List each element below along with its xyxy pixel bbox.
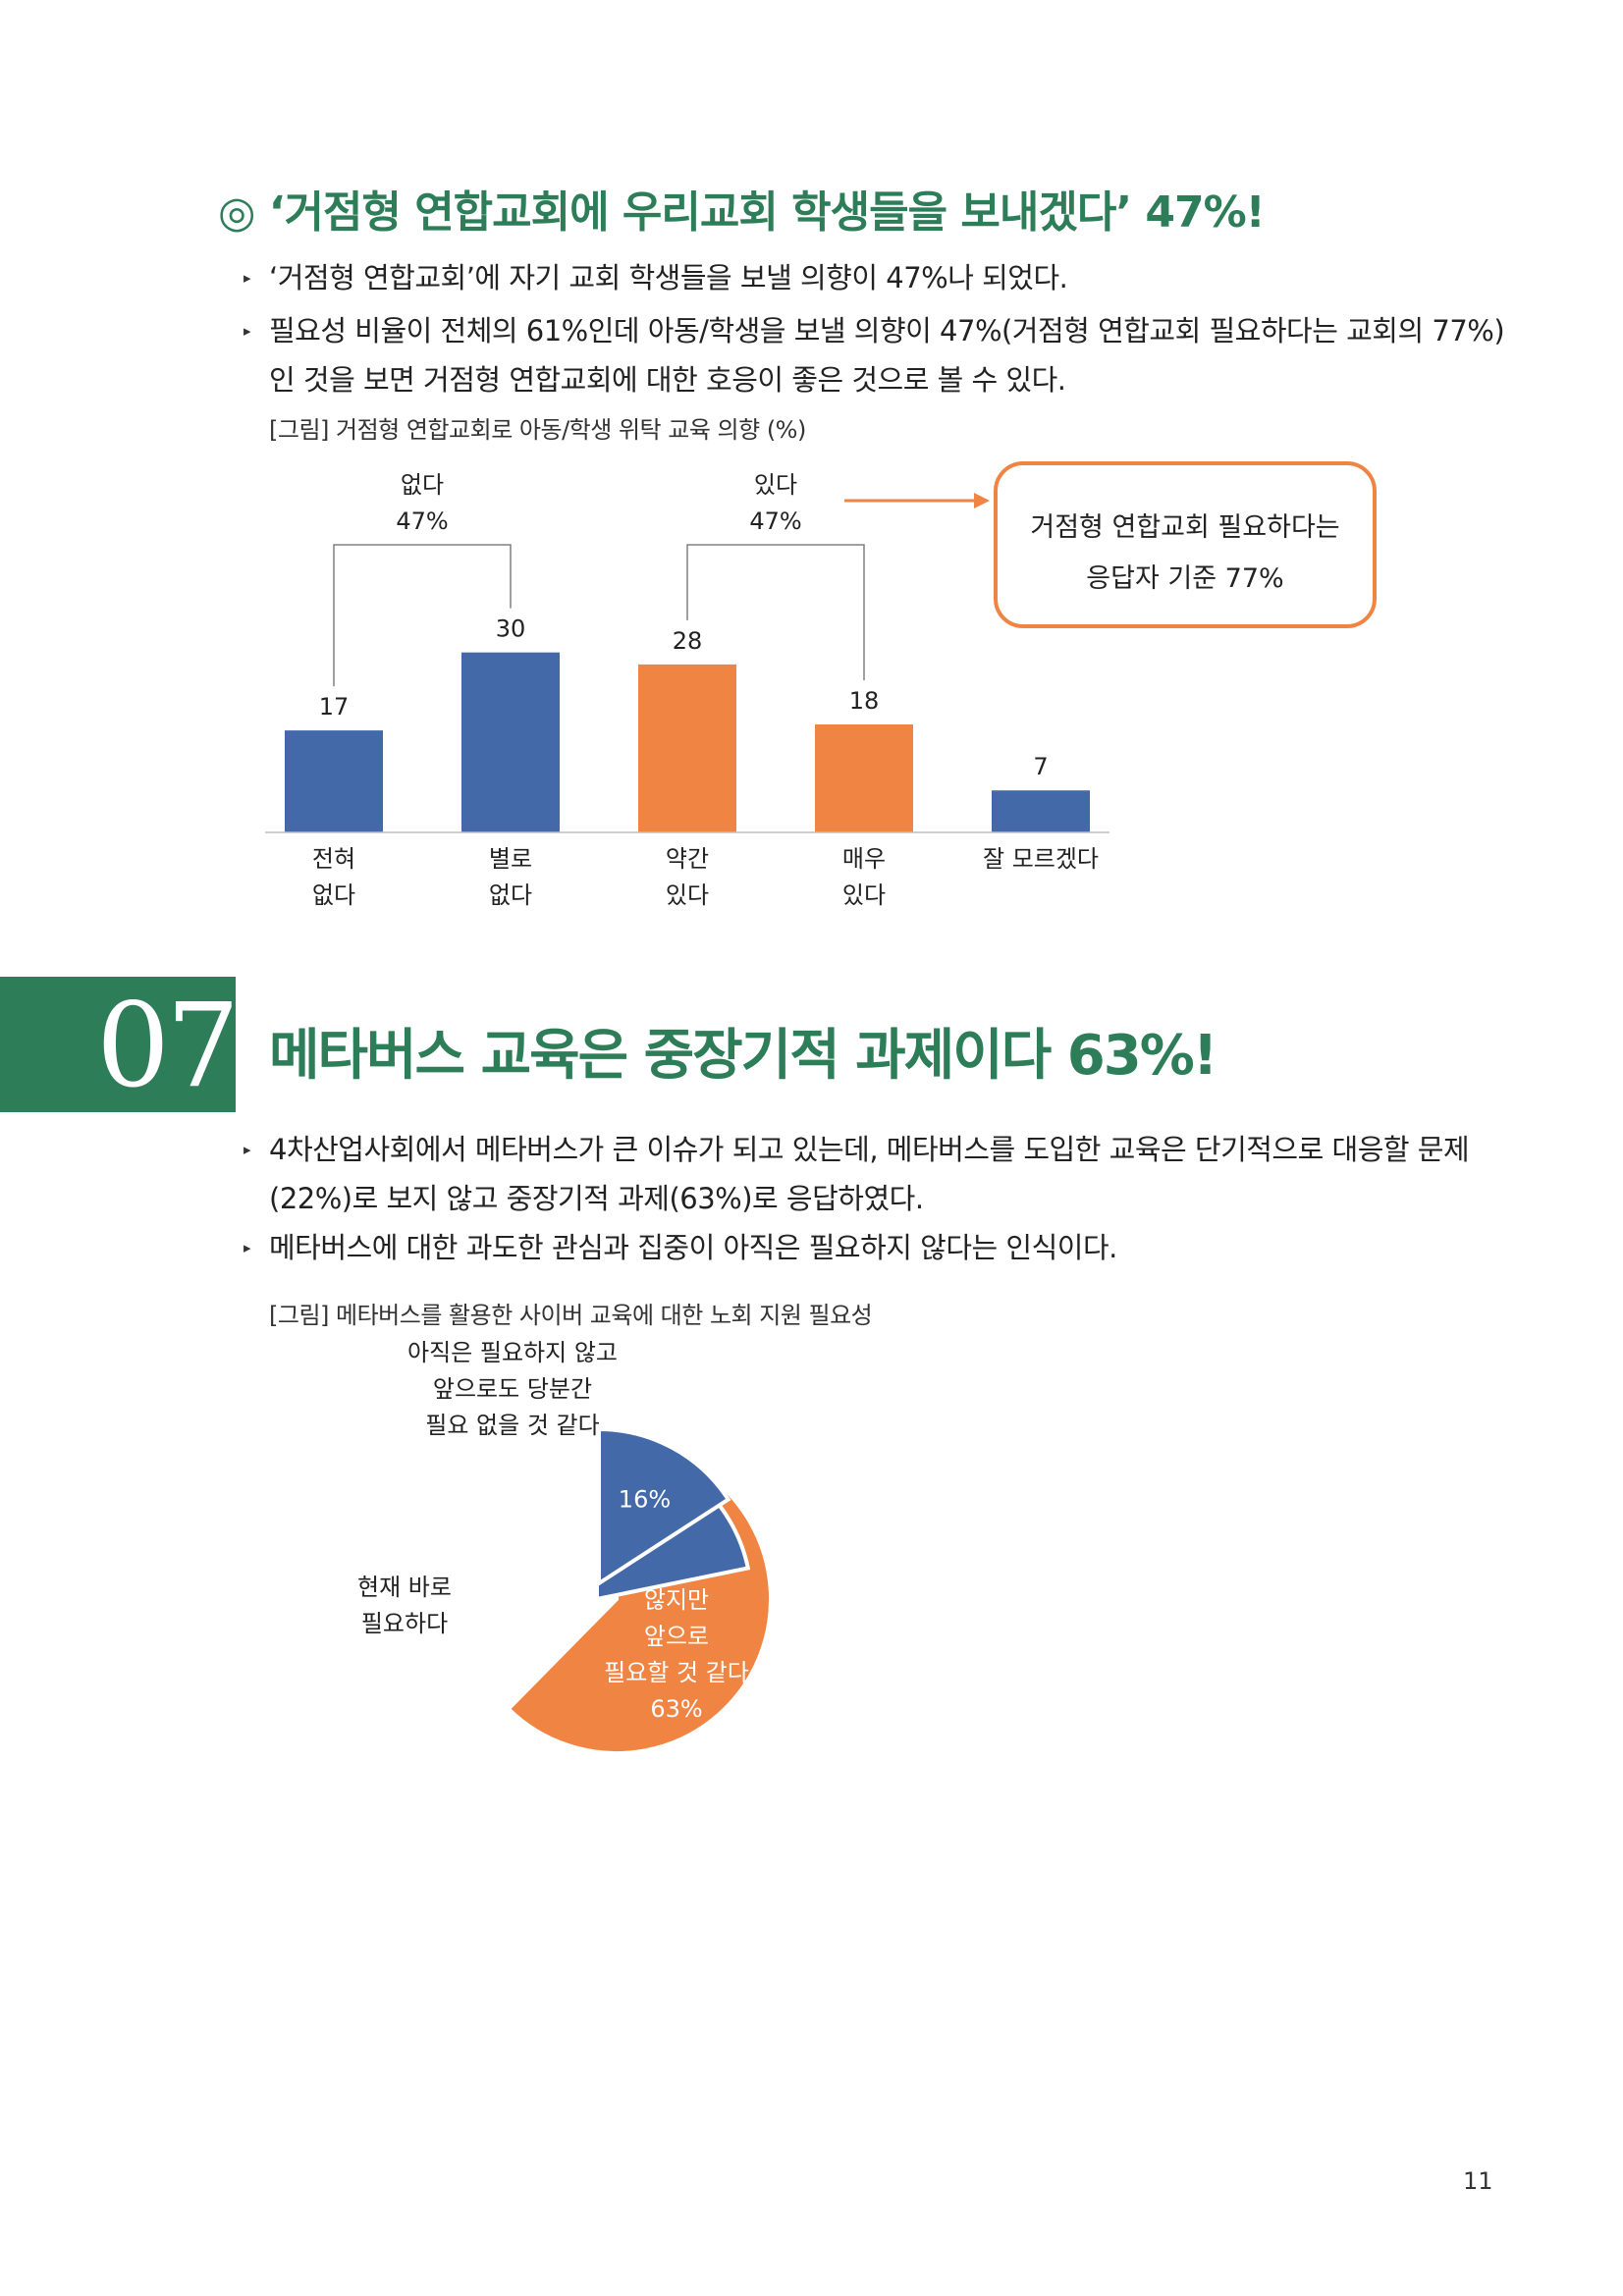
pie-outside-label-1-1: 필요하다: [361, 1610, 448, 1637]
pie-outside-label-2-0: 아직은 필요하지 않고: [407, 1339, 618, 1366]
pie-outside-label-2-2: 필요 없을 것 같다: [425, 1412, 599, 1439]
bullet-1-text: ‘거점형 연합교회’에 자기 교회 학생들을 보낼 의향이 47%나 되었다.: [269, 261, 1068, 294]
bar-value-label-1: 30: [496, 615, 526, 643]
bar-1: [461, 652, 560, 832]
bullet-2-text: 필요성 비율이 전체의 61%인데 아동/학생을 보낼 의향이 47%(거점형 …: [269, 314, 1505, 347]
category-label-3-0: 매우: [842, 845, 886, 873]
category-label-4-0: 잘 모르겠다: [983, 845, 1099, 873]
section1-heading: ◎ ‘거점형 연합교회에 우리교회 학생들을 보내겠다’ 47%!: [218, 177, 1266, 240]
bar-0: [285, 730, 383, 832]
triangle-bullet-icon: ▸: [243, 322, 251, 340]
bracket-0: [333, 544, 512, 687]
figure-caption-2: [그림] 메타버스를 활용한 사이버 교육에 대한 노회 지원 필요성: [269, 1302, 873, 1329]
bullet-4-text: 메타버스에 대한 과도한 관심과 집중이 아직은 필요하지 않다는 인식이다.: [269, 1231, 1117, 1264]
triangle-bullet-icon: ▸: [243, 1141, 251, 1158]
category-label-1-0: 별로: [489, 845, 532, 873]
triangle-bullet-icon: ▸: [243, 1239, 251, 1256]
section-number: 07: [96, 978, 240, 1113]
bar-4: [992, 790, 1090, 832]
callout-line-1: 거점형 연합교회 필요하다는: [1030, 512, 1340, 543]
callout-arrow: [844, 493, 990, 508]
bar-value-label-4: 7: [1033, 753, 1048, 780]
bar-value-label-0: 17: [319, 693, 350, 721]
pie-outside-label-1-0: 현재 바로: [357, 1574, 452, 1601]
category-label-0-0: 전혀: [312, 845, 355, 873]
bullet-3-text: 4차산업사회에서 메타버스가 큰 이슈가 되고 있는데, 메타버스를 도입한 교…: [269, 1133, 1470, 1166]
bar-value-label-3: 18: [849, 687, 880, 715]
figure-caption-1: [그림] 거점형 연합교회로 아동/학생 위탁 교육 의향 (%): [269, 416, 806, 444]
bullet-3-text-cont: (22%)로 보지 않고 중장기적 과제(63%)로 응답하였다.: [269, 1182, 924, 1215]
bracket-label-1-0: 있다: [754, 471, 797, 499]
bar-value-label-2: 28: [673, 627, 703, 655]
section2-heading: 메타버스 교육은 중장기적 과제이다 63%!: [269, 1024, 1217, 1088]
callout-box: 거점형 연합교회 필요하다는 응답자 기준 77%: [994, 461, 1377, 628]
pie-inside-label-0-4: 필요할 것 같다: [604, 1659, 749, 1686]
category-label-3-1: 있다: [842, 881, 886, 909]
double-circle-icon: ◎: [218, 187, 255, 238]
category-label-1-1: 없다: [489, 881, 532, 909]
bracket-1: [686, 544, 865, 680]
pie-inside-label-0-2: 않지만: [644, 1586, 709, 1614]
bullet-1: ▸ ‘거점형 연합교회’에 자기 교회 학생들을 보낼 의향이 47%나 되었다…: [243, 253, 1068, 302]
bullet-4: ▸ 메타버스에 대한 과도한 관심과 집중이 아직은 필요하지 않다는 인식이다…: [243, 1223, 1117, 1272]
category-label-2-0: 약간: [666, 845, 709, 873]
bullet-3: ▸ 4차산업사회에서 메타버스가 큰 이슈가 되고 있는데, 메타버스를 도입한…: [243, 1125, 1470, 1223]
bracket-label-0-0: 없다: [401, 471, 444, 499]
bar-2: [638, 664, 736, 832]
bullet-2-text-cont: 인 것을 보면 거점형 연합교회에 대한 호응이 좋은 것으로 볼 수 있다.: [269, 363, 1066, 397]
pie-value-label-0: 63%: [650, 1695, 702, 1723]
bar-3: [815, 724, 913, 832]
bracket-label-1-1: 47%: [749, 507, 801, 535]
bullet-2: ▸ 필요성 비율이 전체의 61%인데 아동/학생을 보낼 의향이 47%(거점…: [243, 306, 1505, 404]
triangle-bullet-icon: ▸: [243, 269, 251, 287]
pie-slice-2: [597, 1426, 731, 1587]
bracket-label-0-1: 47%: [396, 507, 448, 535]
pie-inside-label-0-3: 앞으로: [644, 1623, 709, 1650]
category-label-2-1: 있다: [666, 881, 709, 909]
section1-heading-text: ‘거점형 연합교회에 우리교회 학생들을 보내겠다’ 47%!: [268, 187, 1266, 238]
pie-outside-label-2-1: 앞으로도 당분간: [433, 1375, 592, 1403]
pie-value-label-2: 16%: [619, 1485, 671, 1513]
page-number: 11: [1463, 2167, 1493, 2195]
callout-line-2: 응답자 기준 77%: [1086, 563, 1284, 594]
section-number-block: [0, 977, 236, 1112]
category-label-0-1: 없다: [312, 881, 355, 909]
